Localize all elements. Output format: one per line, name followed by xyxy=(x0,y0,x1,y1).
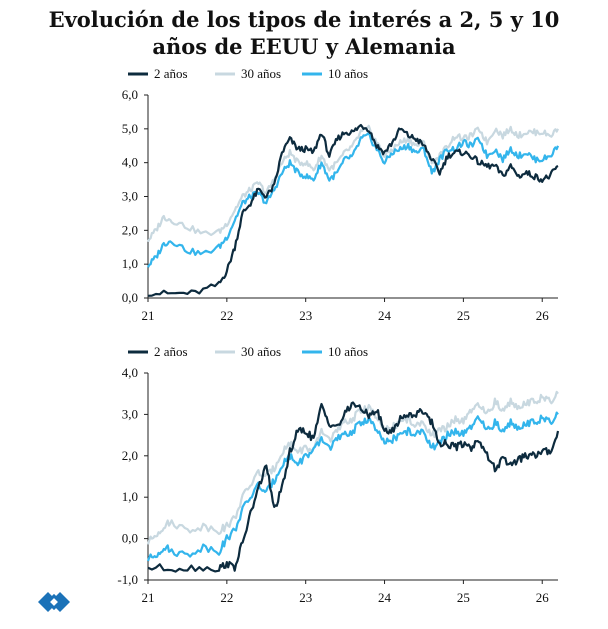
legend-label-30y: 30 años xyxy=(241,66,281,81)
y-tick-label: 0,0 xyxy=(122,531,138,546)
legend-label-2y: 2 años xyxy=(154,344,188,359)
y-tick-label: 5,0 xyxy=(122,121,138,136)
y-tick-label: -1,0 xyxy=(117,572,138,587)
x-tick-label: 21 xyxy=(142,590,155,605)
legend-label-30y: 30 años xyxy=(241,344,281,359)
chart-top: 0,0 1,0 2,0 3,0 4,0 5,0 6,0 21 22 23 24 25 26 2 años 3… xyxy=(122,66,560,323)
brand-logo-icon xyxy=(38,592,70,612)
legend-label-2y: 2 años xyxy=(154,66,188,81)
x-tick-label: 24 xyxy=(378,590,392,605)
chart-title-line-2: años de EEUU y Alemania xyxy=(152,34,456,59)
y-tick-label: 1,0 xyxy=(122,489,138,504)
y-tick-label: 1,0 xyxy=(122,256,138,271)
legend-label-10y: 10 años xyxy=(328,344,368,359)
x-tick-label: 25 xyxy=(457,308,470,323)
series-line-30y xyxy=(147,124,559,243)
chart-bottom: -1,0 0,0 1,0 2,0 3,0 4,0 21 22 23 24 25 26 2 años 30 … xyxy=(117,344,560,605)
y-tick-label: 3,0 xyxy=(122,406,138,421)
x-tick-label: 22 xyxy=(220,308,233,323)
series-line-10y xyxy=(147,131,560,268)
x-tick-label: 24 xyxy=(378,308,392,323)
series-line-2y xyxy=(147,401,560,573)
chart-title-line-1: Evolución de los tipos de interés a 2, 5… xyxy=(48,7,560,32)
x-tick-label: 25 xyxy=(457,590,470,605)
x-tick-label: 22 xyxy=(220,590,233,605)
y-tick-label: 6,0 xyxy=(122,87,138,102)
y-tick-label: 3,0 xyxy=(122,189,138,204)
x-tick-label: 26 xyxy=(536,590,550,605)
x-tick-label: 23 xyxy=(299,308,312,323)
series-line-30y xyxy=(146,390,559,545)
x-tick-label: 26 xyxy=(536,308,550,323)
y-tick-label: 0,0 xyxy=(122,290,138,305)
series-line-10y xyxy=(146,411,559,562)
y-tick-label: 2,0 xyxy=(122,222,138,237)
chart-title: Evolución de los tipos de interés a 2, 5… xyxy=(0,6,608,60)
y-tick-label: 4,0 xyxy=(122,155,138,170)
y-tick-label: 4,0 xyxy=(122,365,138,380)
series-line-2y xyxy=(147,123,559,297)
y-tick-label: 2,0 xyxy=(122,448,138,463)
x-tick-label: 21 xyxy=(142,308,155,323)
x-tick-label: 23 xyxy=(299,590,312,605)
legend-label-10y: 10 años xyxy=(328,66,368,81)
